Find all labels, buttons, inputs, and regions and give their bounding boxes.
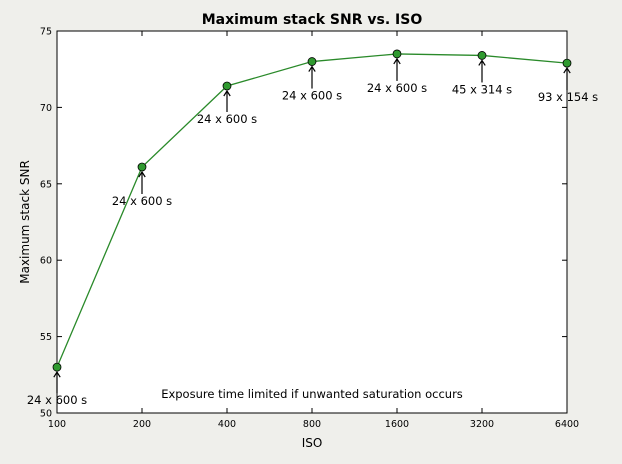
y-tick-label: 65 (40, 179, 52, 190)
y-tick-label: 55 (40, 332, 52, 343)
x-tick-label: 400 (218, 419, 236, 430)
y-tick-label: 60 (40, 256, 52, 267)
x-tick-label: 800 (303, 419, 321, 430)
plot-area (56, 30, 568, 414)
annotation-label: 24 x 600 s (367, 81, 427, 95)
x-tick-label: 6400 (555, 419, 579, 430)
chart-title: Maximum stack SNR vs. ISO (202, 12, 423, 28)
annotation-label: 24 x 600 s (112, 194, 172, 208)
arrow-head-icon (138, 170, 146, 178)
annotation-label: 24 x 600 s (197, 112, 257, 126)
arrow-head-icon (563, 66, 571, 74)
annotation-label: 93 x 154 s (538, 90, 598, 104)
arrow-head-icon (53, 371, 61, 378)
point-annotations: 24 x 600 s 24 x 600 s 24 x 600 s 24 x 600 s… (27, 57, 598, 407)
data-point (477, 51, 487, 60)
arrow-head-icon (308, 65, 316, 72)
annotation-label: 45 x 314 s (452, 82, 512, 96)
y-tick-label: 50 (40, 409, 52, 420)
y-tick-label: 75 (40, 27, 52, 38)
exposure-footnote: Exposure time limited if unwanted satura… (161, 387, 463, 401)
y-tick-label: 70 (40, 103, 52, 114)
data-point (562, 58, 572, 68)
arrow-head-icon (223, 89, 231, 97)
annotation-label: 24 x 600 s (282, 89, 342, 103)
axis-ticks: 100 200 400 800 1600 3200 6400 50 55 60 65 70 75 (40, 27, 579, 431)
y-axis-label: Maximum stack SNR (18, 160, 32, 284)
data-point (392, 49, 402, 59)
annotation-label: 24 x 600 s (27, 393, 87, 407)
data-point (137, 162, 147, 172)
data-point (222, 81, 232, 91)
x-tick-label: 100 (48, 419, 66, 430)
arrow-head-icon (478, 59, 486, 66)
arrow-head-icon (393, 57, 401, 65)
x-tick-label: 200 (133, 419, 151, 430)
data-point (307, 57, 317, 66)
x-tick-label: 1600 (385, 419, 409, 430)
data-point (52, 362, 62, 372)
x-axis-label: ISO (302, 436, 323, 450)
x-tick-label: 3200 (470, 419, 494, 430)
